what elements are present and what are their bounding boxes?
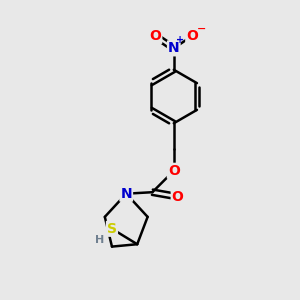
Text: S: S [107, 222, 117, 236]
Text: −: − [197, 24, 206, 34]
Text: O: O [168, 164, 180, 178]
Text: H: H [95, 235, 105, 245]
Text: N: N [168, 41, 180, 56]
Text: +: + [176, 35, 184, 45]
Text: O: O [149, 29, 161, 43]
Text: O: O [172, 190, 184, 204]
Text: N: N [120, 187, 132, 201]
Text: O: O [186, 29, 198, 43]
